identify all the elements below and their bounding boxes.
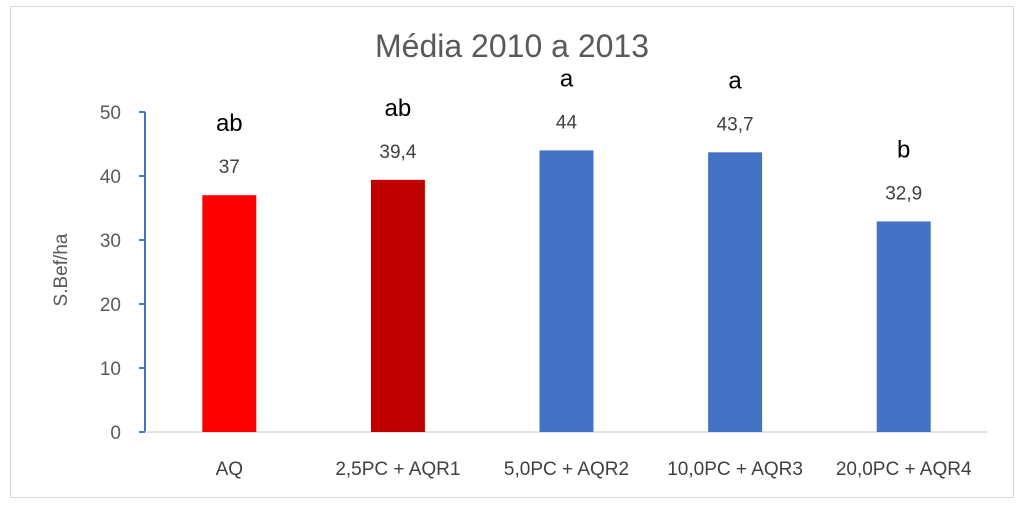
- data-label: 37: [219, 157, 240, 178]
- significance-letter: a: [560, 65, 574, 92]
- data-label: 32,9: [885, 183, 922, 204]
- chart-title: Média 2010 a 2013: [375, 28, 649, 64]
- x-tick-label: 2,5PC + AQR1: [335, 459, 460, 480]
- chart-frame: [10, 6, 1014, 498]
- data-label: 43,7: [717, 114, 754, 135]
- y-tick-label: 50: [100, 103, 121, 124]
- x-tick-label: 20,0PC + AQR4: [836, 459, 972, 480]
- significance-letter: ab: [385, 95, 412, 122]
- data-label: 39,4: [379, 142, 416, 163]
- bar: [539, 150, 594, 432]
- bar: [876, 221, 931, 432]
- y-tick-label: 10: [100, 359, 121, 380]
- significance-letter: ab: [216, 110, 243, 137]
- x-tick-label: 10,0PC + AQR3: [667, 459, 803, 480]
- y-tick-label: 30: [100, 231, 121, 252]
- bar: [708, 152, 763, 432]
- data-label: 44: [556, 112, 578, 133]
- bar: [370, 179, 425, 432]
- y-tick-label: 0: [110, 423, 121, 444]
- bar: [202, 195, 257, 432]
- y-tick-label: 40: [100, 167, 121, 188]
- x-tick-label: AQ: [216, 459, 243, 480]
- y-tick-label: 20: [100, 295, 121, 316]
- x-tick-label: 5,0PC + AQR2: [504, 459, 629, 480]
- significance-letter: a: [728, 67, 742, 94]
- significance-letter: b: [897, 136, 910, 163]
- bars: [202, 150, 931, 432]
